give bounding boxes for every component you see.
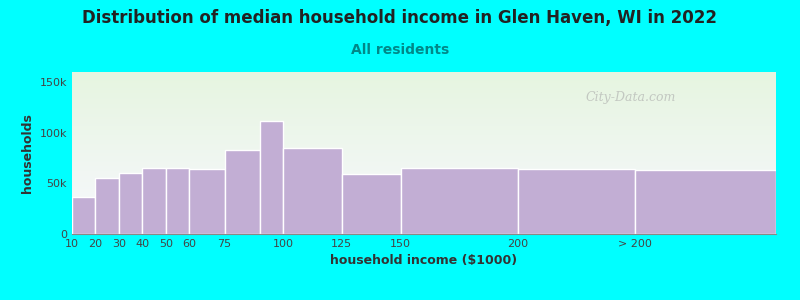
Bar [518, 169, 635, 234]
Y-axis label: households: households [21, 113, 34, 193]
Bar [166, 168, 190, 234]
Bar [225, 150, 260, 234]
Bar [190, 169, 225, 234]
Bar [342, 174, 401, 234]
Text: City-Data.com: City-Data.com [586, 92, 676, 104]
Bar [260, 121, 283, 234]
Bar [401, 168, 518, 234]
Bar [95, 178, 119, 234]
Text: Distribution of median household income in Glen Haven, WI in 2022: Distribution of median household income … [82, 9, 718, 27]
Bar [635, 170, 776, 234]
Bar [142, 168, 166, 234]
Bar [72, 196, 95, 234]
Bar [283, 148, 342, 234]
X-axis label: household income ($1000): household income ($1000) [330, 254, 518, 267]
Text: All residents: All residents [351, 44, 449, 58]
Bar [119, 173, 142, 234]
